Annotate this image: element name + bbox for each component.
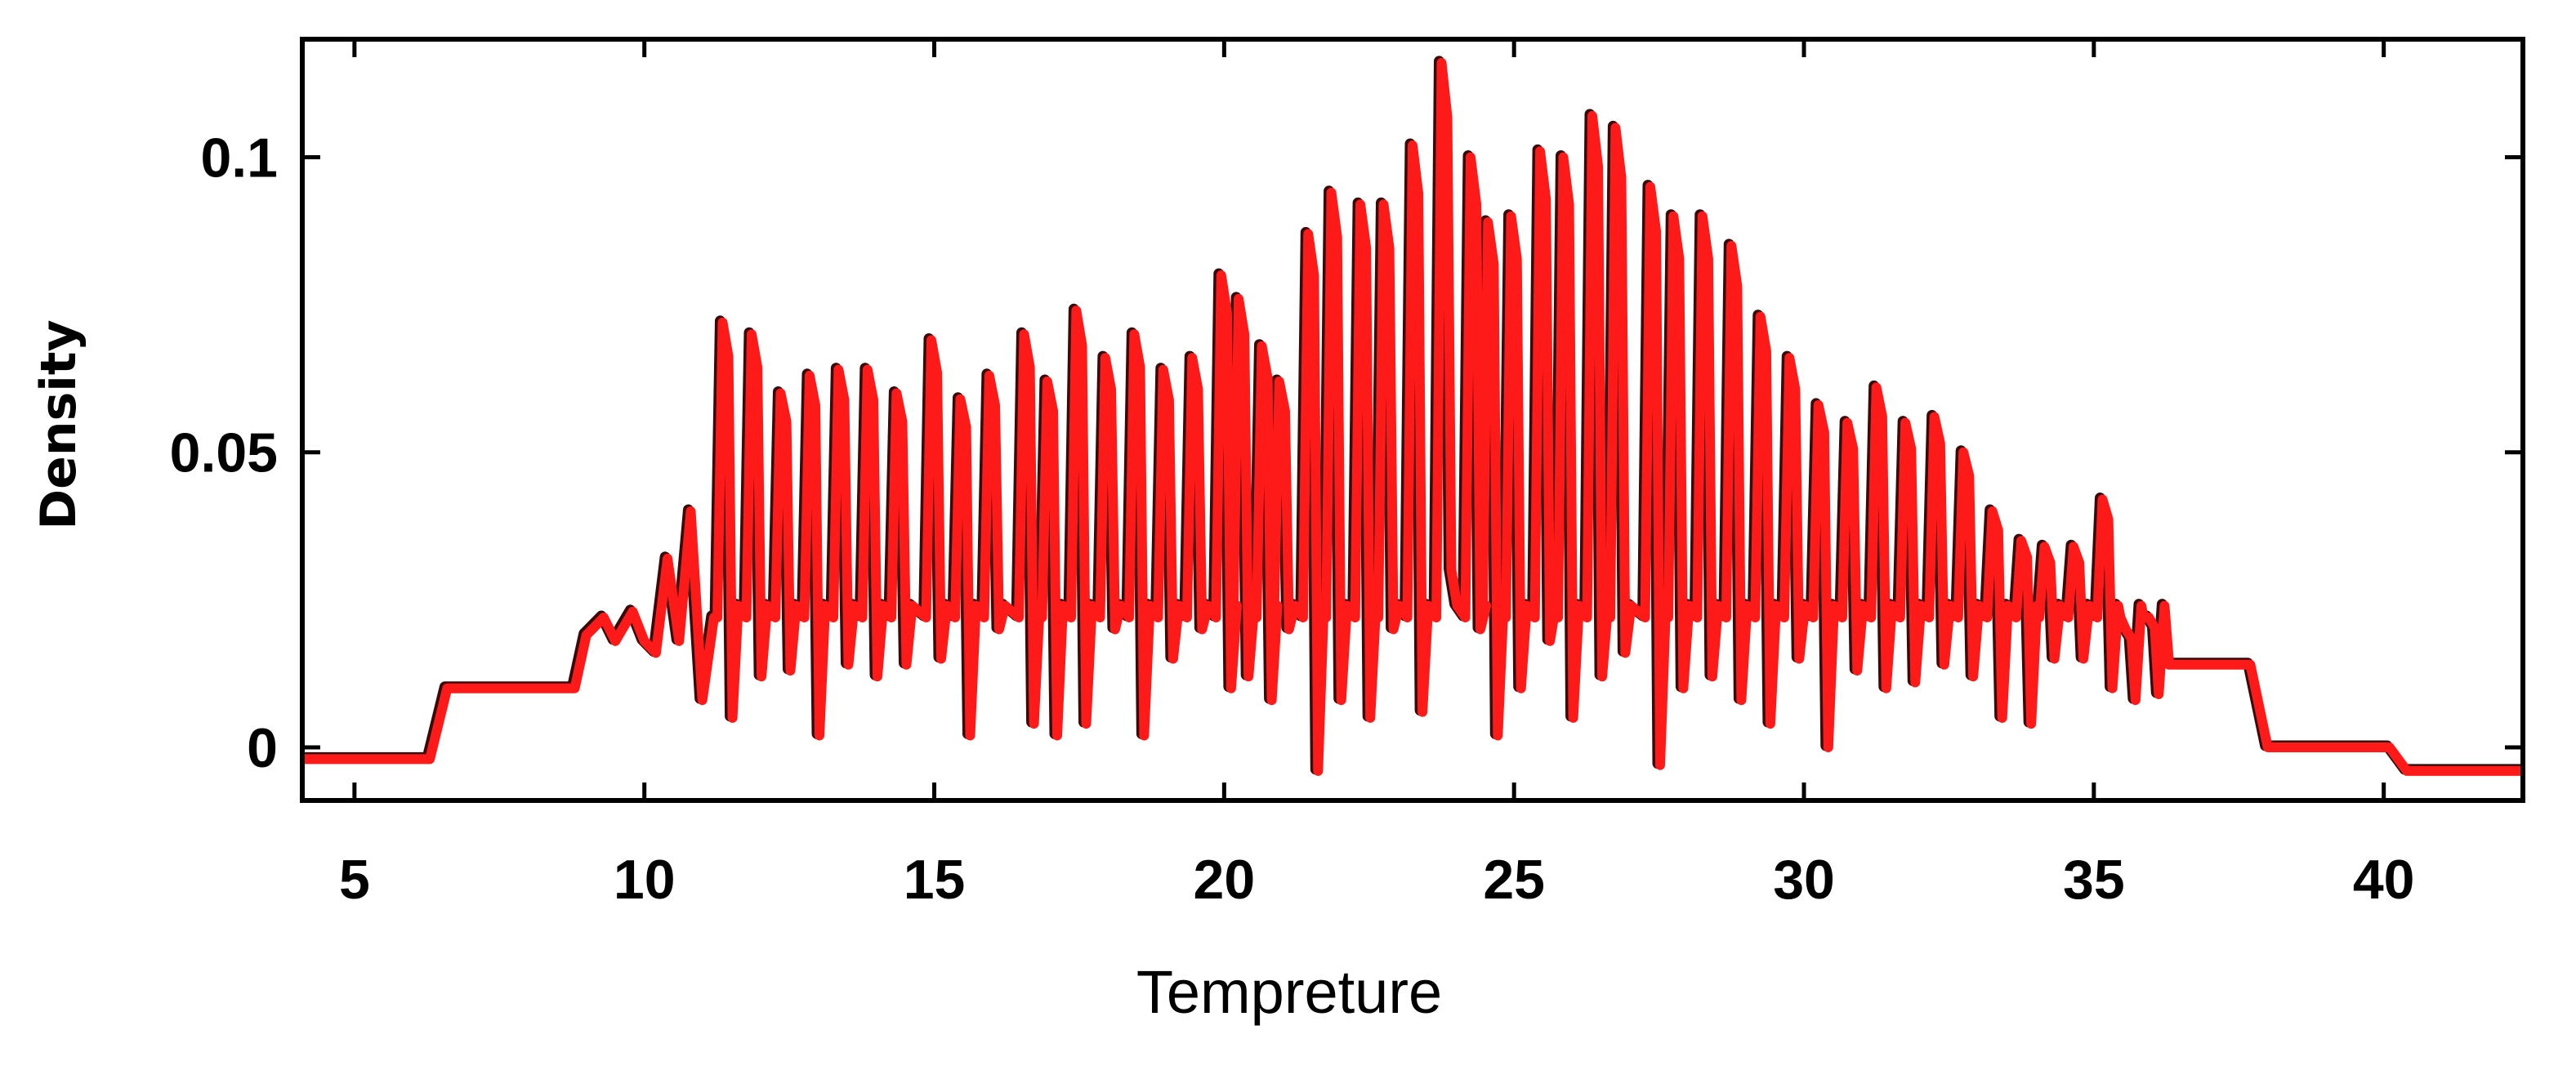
x-tick-label: 30 [1773,849,1835,911]
y-tick-label: 0.1 [200,127,278,189]
plot-frame [300,37,2525,803]
y-axis-title: Density [30,319,87,529]
x-tick-label: 15 [904,849,966,911]
x-tick-label: 20 [1194,849,1256,911]
x-tick-label: 10 [614,849,676,911]
x-axis-title: Tempreture [1136,958,1442,1026]
y-tick-label: 0.05 [170,422,278,484]
x-tick-label: 40 [2353,849,2415,911]
x-tick-label: 5 [339,849,370,911]
y-tick-label: 0 [247,717,278,779]
x-tick-label: 35 [2063,849,2125,911]
series-line [302,57,2523,776]
x-tick-label: 25 [1483,849,1545,911]
